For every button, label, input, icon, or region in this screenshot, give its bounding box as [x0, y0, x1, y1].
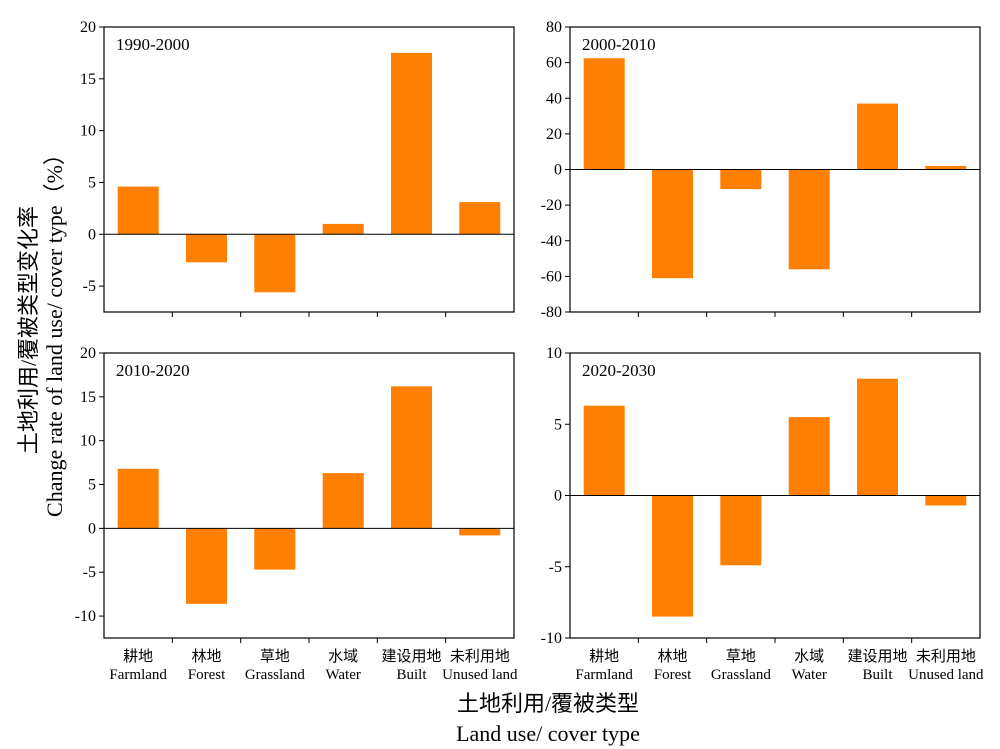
x-tick-label-en: Water: [791, 667, 826, 683]
y-tick-label: 5: [88, 477, 96, 494]
x-tick-label-en: Farmland: [575, 667, 633, 683]
panel-title: 2000-2010: [582, 35, 656, 54]
panel-title: 2020-2030: [582, 361, 656, 380]
x-axis-label-cn: 土地利用/覆被类型: [457, 691, 639, 716]
bar-water: [788, 169, 830, 270]
x-tick-label-en: Grassland: [245, 667, 305, 683]
x-axis-label-en: Land use/ cover type: [456, 721, 640, 746]
x-tick-label-cn: 耕地: [123, 647, 153, 665]
y-tick-label: -20: [541, 197, 562, 214]
y-axis-label-cn: 土地利用/覆被类型变化率: [16, 206, 41, 454]
x-tick-label-en: Unused land: [908, 667, 984, 683]
bar-grassland: [720, 495, 762, 566]
bar-water: [788, 417, 830, 496]
y-tick-label: 5: [88, 174, 96, 191]
y-tick-label: 40: [546, 90, 562, 107]
y-tick-label: 15: [80, 71, 96, 88]
panel-1: -5 0 5 10 15 20 1990-2000: [80, 19, 515, 317]
bar-grassland: [254, 528, 296, 570]
y-tick-label: 10: [80, 433, 96, 450]
bar-farmland: [117, 186, 159, 235]
bar-built: [391, 52, 432, 235]
y-tick-label: 0: [554, 162, 562, 179]
bar-built: [857, 103, 898, 170]
bar-unused-land: [459, 528, 501, 536]
x-tick-label-en: Forest: [654, 667, 692, 683]
x-tick-label-en: Forest: [188, 667, 226, 683]
x-tick-label-cn: 草地: [260, 648, 290, 665]
y-tick-label: -40: [541, 233, 562, 250]
y-tick-label: 5: [554, 416, 562, 433]
panel-3: -10 -5 0 5 10 15 20 2010-2020 耕地 Farmland 林地 Forest…: [75, 345, 518, 683]
x-tick-label-cn: 林地: [191, 648, 221, 665]
y-tick-label: 0: [554, 488, 562, 505]
chart-panels: -5 0 5 10 15 20 1990-2000 -80 -60 -40 -20 0 20 40 60 80…: [75, 19, 984, 683]
x-tick-label-cn: 耕地: [589, 647, 619, 665]
bar-forest: [652, 169, 693, 279]
bar-unused-land: [925, 495, 967, 506]
y-tick-label: 0: [88, 226, 96, 243]
y-tick-label: 80: [546, 19, 562, 36]
y-tick-label: 15: [80, 389, 96, 406]
y-tick-label: 20: [546, 126, 562, 143]
panel-title: 2010-2020: [116, 361, 190, 380]
bar-farmland: [583, 58, 625, 170]
bar-water: [322, 473, 364, 529]
x-tick-label-cn: 水域: [328, 648, 358, 665]
y-tick-label: 60: [546, 55, 562, 72]
x-tick-label-en: Farmland: [109, 667, 167, 683]
bar-farmland: [117, 468, 159, 529]
bar-built: [857, 378, 898, 496]
panel-2: -80 -60 -40 -20 0 20 40 60 80 2000-2010: [541, 19, 981, 321]
x-tick-label-cn: 草地: [726, 648, 756, 665]
bar-grassland: [254, 234, 296, 293]
bar-farmland: [583, 405, 625, 496]
x-tick-label-cn: 林地: [657, 648, 687, 665]
x-tick-label-cn: 未利用地: [916, 648, 976, 665]
bar-forest: [652, 495, 693, 617]
x-tick-label-en: Grassland: [711, 667, 771, 683]
plot-frame: [103, 26, 515, 313]
bar-grassland: [720, 169, 762, 190]
y-tick-label: 20: [80, 345, 96, 362]
y-axis-label-en: Change rate of land use/ cover type（%）: [42, 143, 67, 517]
bar-unused-land: [925, 165, 967, 170]
y-tick-label: -10: [75, 608, 96, 625]
x-tick-label-en: Built: [396, 667, 427, 683]
x-tick-label-en: Unused land: [442, 667, 518, 683]
x-tick-label-cn: 建设用地: [847, 648, 907, 665]
y-tick-label: 0: [88, 520, 96, 537]
panel-title: 1990-2000: [116, 35, 190, 54]
y-tick-label: 10: [546, 345, 562, 362]
x-tick-label-en: Built: [862, 667, 893, 683]
y-tick-label: -10: [541, 630, 562, 647]
bar-forest: [186, 234, 227, 263]
y-tick-label: -80: [541, 304, 562, 321]
plot-frame: [103, 352, 515, 639]
y-tick-label: -5: [549, 559, 562, 576]
x-tick-label-cn: 建设用地: [381, 648, 441, 665]
x-tick-label-en: Water: [325, 667, 360, 683]
y-tick-label: 10: [80, 123, 96, 140]
bar-forest: [186, 528, 227, 604]
bar-unused-land: [459, 202, 501, 235]
y-tick-label: -60: [541, 268, 562, 285]
y-tick-label: -5: [83, 564, 96, 581]
x-tick-label-cn: 未利用地: [450, 648, 510, 665]
y-tick-label: -5: [83, 278, 96, 295]
panel-4: -10 -5 0 5 10 2020-2030 耕地 Farmland 林地 Forest 草地 Gr…: [541, 345, 984, 683]
bar-water: [322, 223, 364, 235]
bar-built: [391, 386, 432, 529]
y-tick-label: 20: [80, 19, 96, 36]
x-tick-label-cn: 水域: [794, 648, 824, 665]
